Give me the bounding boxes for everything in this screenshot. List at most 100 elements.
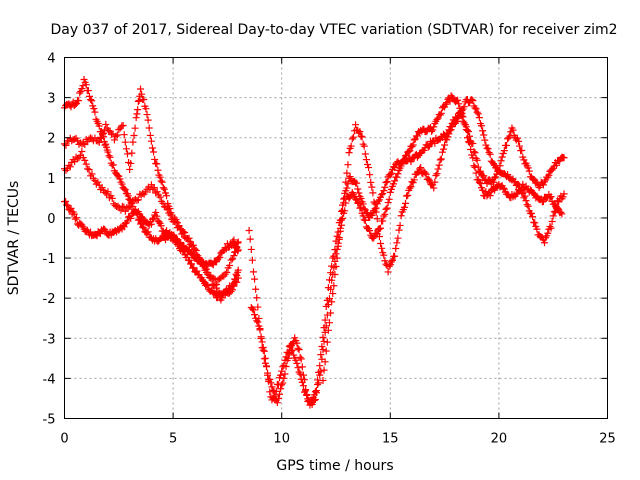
data-point <box>124 192 132 200</box>
data-point <box>544 229 552 237</box>
data-point <box>392 245 400 253</box>
data-point <box>545 171 553 179</box>
data-point <box>178 244 186 252</box>
data-point <box>472 105 480 113</box>
data-point <box>153 188 161 196</box>
data-point <box>166 211 174 219</box>
data-point <box>320 337 328 345</box>
data-point <box>296 370 304 378</box>
data-point <box>437 109 445 117</box>
data-point <box>251 311 259 319</box>
data-point <box>384 268 392 276</box>
data-point <box>437 155 445 163</box>
data-point <box>110 136 118 144</box>
data-point <box>552 204 560 212</box>
data-point <box>131 124 139 132</box>
data-point <box>341 189 349 197</box>
data-point <box>230 280 238 288</box>
data-point <box>293 359 301 367</box>
data-point <box>559 193 567 201</box>
data-point <box>407 183 415 191</box>
data-point <box>360 142 368 150</box>
data-point <box>332 237 340 245</box>
data-point <box>474 163 482 171</box>
data-point <box>476 180 484 188</box>
data-point <box>417 164 425 172</box>
data-point <box>342 178 350 186</box>
data-point <box>436 111 444 119</box>
data-point <box>383 204 391 212</box>
data-point <box>348 135 356 143</box>
x-tick-label: 25 <box>599 432 616 447</box>
data-point <box>154 166 162 174</box>
data-point <box>478 122 486 130</box>
y-tick-label: -1 <box>43 252 56 267</box>
data-point <box>120 223 128 231</box>
data-point <box>372 208 380 216</box>
data-point <box>397 160 405 168</box>
data-point <box>357 132 365 140</box>
data-point <box>548 218 556 226</box>
data-point <box>393 173 401 181</box>
data-point <box>62 197 70 205</box>
data-point <box>163 192 171 200</box>
data-point <box>91 108 99 116</box>
data-point <box>406 147 414 155</box>
data-point <box>284 354 292 362</box>
data-point <box>441 141 449 149</box>
data-point <box>366 227 374 235</box>
data-point <box>150 148 158 156</box>
data-point <box>292 356 300 364</box>
data-point <box>378 191 386 199</box>
data-point <box>380 212 388 220</box>
data-point <box>385 262 393 270</box>
data-point <box>416 165 424 173</box>
data-point <box>455 100 463 108</box>
data-point <box>480 172 488 180</box>
y-tick-label: 3 <box>47 92 55 107</box>
data-point <box>480 131 488 139</box>
data-point <box>319 333 327 341</box>
data-point <box>546 222 554 230</box>
data-point <box>527 210 535 218</box>
data-point <box>279 379 287 387</box>
data-point <box>259 343 267 351</box>
data-point <box>473 108 481 116</box>
data-point <box>121 186 129 194</box>
data-point <box>153 212 161 220</box>
data-point <box>402 199 410 207</box>
data-point <box>139 223 147 231</box>
data-point <box>102 140 110 148</box>
data-point <box>403 192 411 200</box>
data-point <box>281 370 289 378</box>
data-point <box>380 251 388 259</box>
data-point <box>70 210 78 218</box>
data-point <box>539 197 547 205</box>
data-point <box>518 146 526 154</box>
data-point <box>331 246 339 254</box>
data-point <box>369 234 377 242</box>
data-point <box>329 290 337 298</box>
data-point <box>228 255 236 263</box>
data-point <box>476 167 484 175</box>
data-point <box>320 366 328 374</box>
data-point <box>88 97 96 105</box>
data-point <box>87 96 95 104</box>
data-point <box>84 165 92 173</box>
data-point <box>525 167 533 175</box>
data-point <box>134 196 142 204</box>
data-point <box>333 254 341 262</box>
data-point <box>521 192 529 200</box>
data-point <box>509 126 517 134</box>
data-point <box>378 244 386 252</box>
data-point <box>366 171 374 179</box>
data-point <box>408 143 416 151</box>
data-point <box>90 105 98 113</box>
y-tick-label: -2 <box>43 292 56 307</box>
data-point <box>560 154 568 162</box>
data-point <box>127 202 135 210</box>
data-point <box>339 206 347 214</box>
data-point <box>274 395 282 403</box>
data-point <box>379 190 387 198</box>
